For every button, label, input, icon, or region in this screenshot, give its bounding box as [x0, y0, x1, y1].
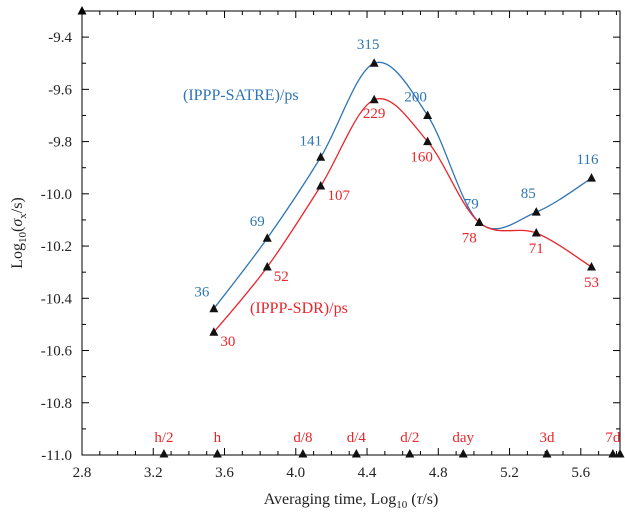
time-marker-label: h	[214, 430, 222, 446]
y-tick-label: -10.4	[41, 291, 73, 307]
time-marker-point	[542, 449, 552, 458]
time-marker-point	[212, 449, 222, 458]
legend-sdr: (IPPP-SDR)/ps	[250, 300, 348, 317]
data-point	[474, 217, 484, 227]
data-label: 315	[357, 37, 380, 53]
time-marker-label: 3d	[539, 430, 555, 446]
x-tick-label: 4.0	[286, 465, 305, 481]
data-label: 53	[584, 275, 599, 291]
data-label: 229	[363, 106, 386, 122]
data-label: 141	[299, 133, 322, 149]
time-marker-point	[458, 449, 468, 458]
data-label: 69	[250, 214, 265, 230]
x-tick-labels: 2.8 3.2 3.6 4.0 4.4 4.8 5.2 5.6	[73, 465, 591, 481]
time-marker-point	[159, 449, 169, 458]
data-label: 71	[529, 241, 544, 257]
x-tick-label: 3.6	[215, 465, 234, 481]
x-tick-label: 5.2	[500, 465, 519, 481]
series-line	[213, 97, 592, 333]
series-layer: 36 69 141 315 200 79 85 116 30 52 107 229 160 78 71 53	[77, 6, 599, 350]
data-label: 78	[462, 231, 477, 247]
time-marker-label: h/2	[154, 430, 173, 446]
corner-marker	[77, 6, 87, 15]
time-marker-point	[608, 449, 618, 458]
time-marker-label: 7d	[605, 430, 621, 446]
y-tick-label: -9.8	[48, 135, 72, 151]
y-tick-label: -9.6	[48, 82, 72, 98]
time-marker-label: day	[452, 430, 474, 446]
x-axis-title: Averaging time, Log10 (τ/s)	[264, 491, 439, 511]
data-point	[423, 136, 433, 146]
time-marker-point	[298, 449, 308, 458]
y-tick-label: -10.8	[41, 396, 72, 412]
time-marker-label: d/4	[347, 430, 367, 446]
data-point	[262, 233, 272, 242]
data-point	[531, 228, 541, 237]
data-point	[369, 58, 379, 67]
time-marker-label: d/2	[400, 430, 419, 446]
y-tick-label: -10.6	[41, 344, 73, 360]
axis-ticks	[81, 10, 620, 456]
x-tick-label: 4.4	[358, 465, 377, 481]
plot-frame	[81, 10, 621, 456]
data-label: 30	[220, 334, 235, 350]
x-tick-label: 3.2	[144, 465, 163, 481]
data-point	[586, 261, 596, 271]
data-label: 85	[521, 186, 536, 202]
y-tick-label: -11.0	[41, 448, 72, 464]
y-tick-label: -9.4	[48, 30, 72, 46]
y-tick-label: -10.2	[41, 239, 72, 255]
x-tick-label: 2.8	[73, 465, 92, 481]
data-point	[369, 94, 379, 104]
time-marker-point	[405, 449, 415, 458]
data-label: 116	[577, 152, 599, 168]
x-tick-label: 5.6	[571, 465, 590, 481]
time-marker-point	[351, 449, 361, 458]
data-point	[316, 180, 326, 190]
time-markers: h/2 h d/8 d/4 d/2 day 3d 7d	[154, 430, 625, 458]
data-label: 107	[327, 188, 350, 204]
data-point	[316, 152, 326, 161]
time-marker-label: d/8	[293, 430, 312, 446]
legend-satre: (IPPP-SATRE)/ps	[183, 87, 299, 104]
series-line	[213, 61, 592, 310]
x-tick-label: 4.8	[429, 465, 448, 481]
data-label: 36	[194, 285, 210, 301]
y-tick-labels: -9.4 -9.6 -9.8 -10.0 -10.2 -10.4 -10.6 -10.8 -11…	[41, 30, 73, 464]
y-tick-label: -10.0	[41, 187, 72, 203]
data-point	[209, 327, 219, 336]
data-point	[531, 207, 541, 216]
data-label: 79	[464, 197, 479, 213]
data-label: 160	[410, 150, 433, 166]
time-marker-point	[615, 449, 625, 458]
y-axis-title: Log10(σx/s)	[9, 197, 29, 269]
data-point	[262, 261, 272, 271]
data-point	[209, 303, 219, 313]
data-point	[586, 173, 596, 182]
data-point	[423, 110, 433, 119]
data-label: 200	[404, 89, 427, 105]
data-label: 52	[274, 269, 289, 285]
